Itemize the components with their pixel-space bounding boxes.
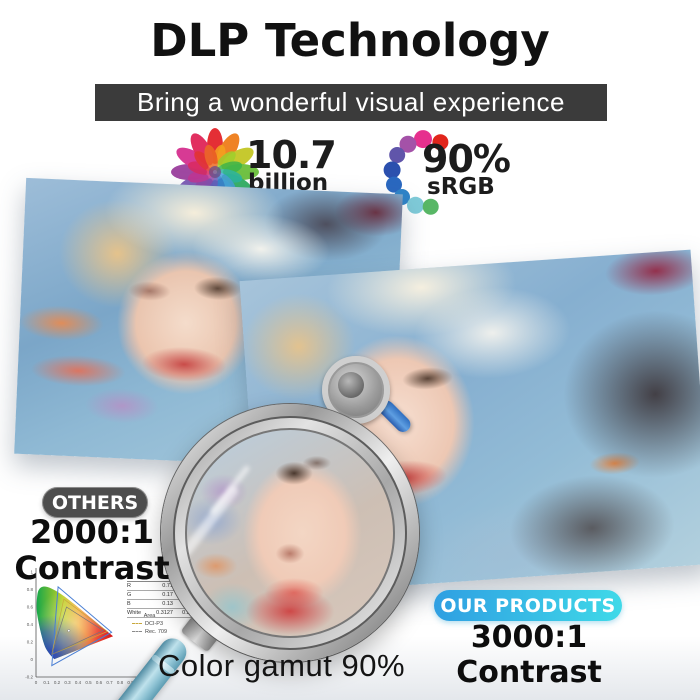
lens-glare [209, 464, 251, 516]
svg-text:0.2: 0.2 [54, 680, 61, 685]
svg-text:0.8: 0.8 [117, 680, 124, 685]
cie-legend-title: Area [143, 613, 156, 619]
svg-text:0.4: 0.4 [27, 622, 34, 627]
cie-legend-dcip3: DCI-P3 [145, 621, 164, 627]
subtitle-banner-text: Bring a wonderful visual experience [137, 87, 565, 117]
others-badge-label: OTHERS [51, 491, 139, 514]
others-contrast-text: 2000:1 Contrast [4, 514, 180, 586]
svg-text:-0.2: -0.2 [25, 675, 33, 680]
big-magnifier [96, 404, 419, 700]
our-products-contrast-text: 3000:1 Contrast [456, 620, 602, 690]
color-depth-value: 10.7 [246, 133, 337, 177]
cie-legend-rec709: Rec. 709 [145, 629, 168, 635]
svg-text:0: 0 [30, 657, 33, 662]
our-products-badge-label: OUR PRODUCTS [440, 594, 616, 617]
svg-text:0.7: 0.7 [106, 680, 113, 685]
cie-chromaticity-diagram: 1 0.8 0.6 0.4 0.2 0 -0.2 0 0.1 0.2 0.3 0… [25, 568, 143, 685]
others-contrast-value: 2000:1 [29, 513, 155, 551]
svg-text:0.6: 0.6 [27, 605, 34, 610]
svg-text:0.8: 0.8 [27, 587, 34, 592]
svg-text:0: 0 [35, 680, 38, 685]
wide-gamut-triangle [51, 585, 113, 667]
others-badge: OTHERS [42, 487, 148, 518]
lens-glare [187, 484, 241, 558]
caption-color-gamut: Color gamut 90% [158, 648, 406, 683]
cie-legend: Area DCI-P3 Rec. 709 [132, 612, 167, 636]
svg-text:1: 1 [30, 570, 33, 575]
big-magnifier-glass [185, 428, 395, 638]
svg-text:0.2: 0.2 [27, 640, 34, 645]
page-title: DLP Technology [150, 14, 550, 67]
others-contrast-label: Contrast [14, 549, 170, 587]
our-products-badge: OUR PRODUCTS [434, 590, 622, 621]
small-magnifier-glass [338, 372, 364, 398]
color-gamut-value: 90% [422, 137, 511, 181]
svg-text:0.3: 0.3 [64, 680, 71, 685]
svg-text:0.6: 0.6 [96, 680, 103, 685]
svg-text:0.4: 0.4 [75, 680, 82, 685]
subtitle-banner: Bring a wonderful visual experience [95, 84, 607, 121]
svg-text:0.1: 0.1 [43, 680, 50, 685]
color-gamut-unit: sRGB [427, 174, 495, 200]
svg-text:0.5: 0.5 [85, 680, 92, 685]
